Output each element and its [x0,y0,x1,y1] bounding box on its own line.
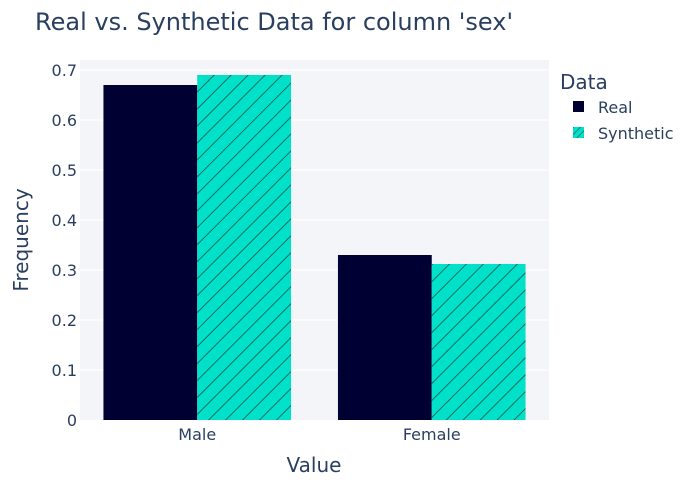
legend-swatch-synthetic [573,127,584,138]
y-tick-label: 0 [67,411,77,430]
x-tick-label: Male [178,425,216,444]
y-tick-label: 0.3 [52,261,77,280]
y-tick-label: 0.6 [52,111,77,130]
y-tick-label: 0.1 [52,361,77,380]
y-tick-label: 0.7 [52,61,77,80]
y-axis-ticks: 0 0.1 0.2 0.3 0.4 0.5 0.6 0.7 [52,61,77,430]
bar-real-male [103,85,198,420]
y-tick-label: 0.2 [52,311,77,330]
x-axis-ticks: Male Female [178,425,460,444]
x-axis-title: Value [287,453,342,477]
x-tick-label: Female [403,425,461,444]
y-axis-title: Frequency [9,188,33,291]
legend-title: Data [560,70,608,94]
chart-title: Real vs. Synthetic Data for column 'sex' [35,8,513,36]
bar-real-female [337,255,432,420]
y-tick-label: 0.5 [52,161,77,180]
bars [103,75,526,420]
bar-synthetic-male [197,75,292,420]
y-tick-label: 0.4 [52,211,77,230]
legend-label-real: Real [598,98,633,117]
bar-synthetic-female [431,264,526,420]
legend-swatch-real [573,101,584,112]
legend: Data Real Synthetic [560,70,674,143]
legend-label-synthetic: Synthetic [598,124,674,143]
